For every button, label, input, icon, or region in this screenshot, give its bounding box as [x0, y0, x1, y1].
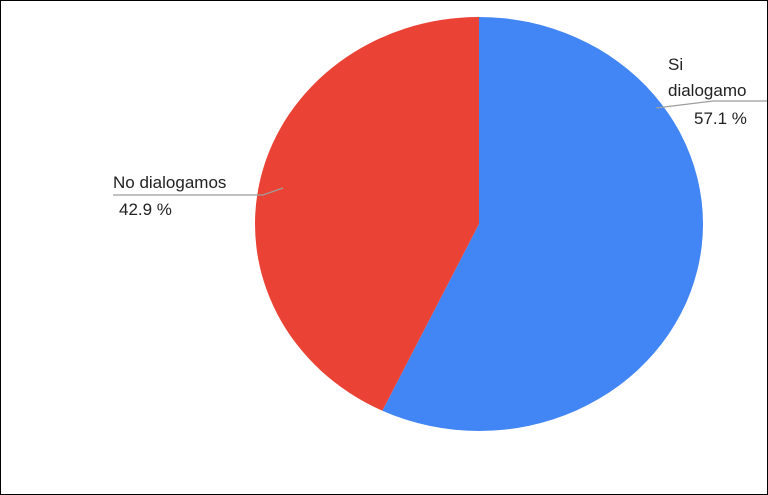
pie-slices — [255, 17, 704, 431]
slice-value-no: 42.9 % — [119, 200, 172, 219]
pie-slice-no-dialogamos — [255, 17, 479, 411]
slice-label-no: No dialogamos — [113, 173, 226, 192]
leader-lines — [113, 100, 767, 196]
slice-label-si-line1: Si — [668, 55, 683, 74]
pie-slice-si-dialogamos — [382, 17, 704, 431]
slice-value-si: 57.1 % — [694, 109, 747, 128]
leader-line-no — [113, 187, 284, 196]
leader-line-si — [655, 100, 767, 109]
slice-label-si-line2: dialogamo — [668, 81, 746, 100]
